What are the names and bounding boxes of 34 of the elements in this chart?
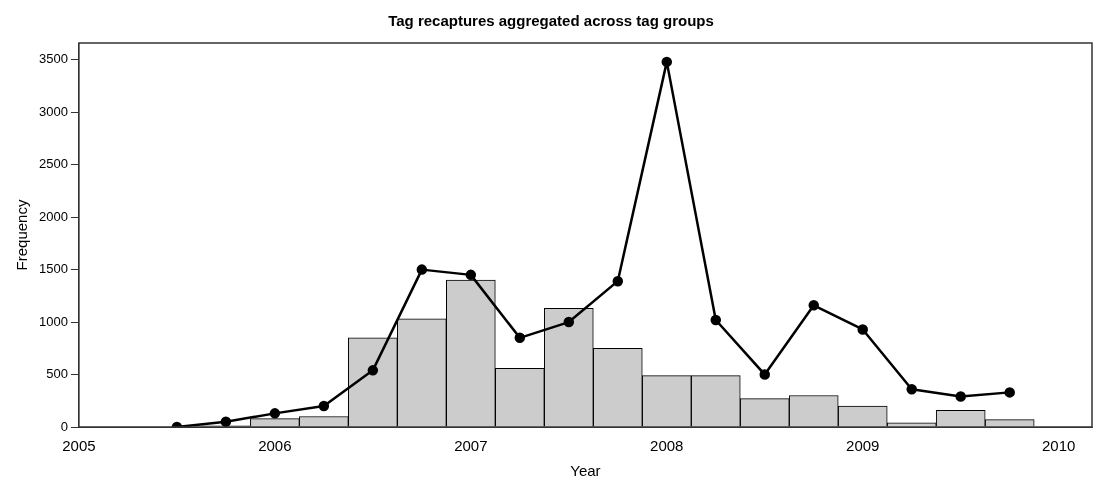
- x-tick-label: 2009: [846, 437, 880, 455]
- point: [808, 300, 819, 311]
- point: [612, 275, 624, 287]
- point: [857, 324, 868, 335]
- point: [955, 391, 966, 402]
- y-tick-label: 2000: [39, 208, 68, 224]
- x-tick-label: 2008: [650, 437, 684, 455]
- point: [269, 408, 281, 419]
- x-tick-label: 2005: [62, 437, 96, 455]
- y-tick-label: 0: [60, 418, 68, 434]
- point: [318, 400, 330, 412]
- point: [465, 269, 477, 281]
- y-axis-title: Frequency: [13, 199, 31, 271]
- x-tick-label: 2010: [1042, 437, 1076, 455]
- point: [514, 332, 526, 344]
- chart-title: Tag recaptures aggregated across tag groups: [388, 12, 714, 30]
- y-tick-label: 2500: [39, 156, 68, 172]
- point: [1004, 387, 1015, 398]
- y-tick-label: 1500: [39, 261, 68, 277]
- y-tick-label: 1000: [39, 313, 68, 329]
- y-tick-label: 3000: [39, 103, 68, 119]
- x-axis-title: Year: [570, 462, 601, 480]
- point: [220, 416, 232, 427]
- x-tick-label: 2006: [258, 437, 292, 455]
- y-tick-label: 3500: [39, 51, 68, 67]
- point: [661, 56, 673, 68]
- point: [416, 264, 428, 275]
- x-tick-label: 2007: [454, 437, 488, 455]
- point: [906, 383, 917, 395]
- point: [367, 365, 379, 376]
- point: [710, 314, 722, 326]
- y-tick-label: 500: [46, 366, 68, 382]
- point: [563, 316, 575, 328]
- point: [759, 369, 771, 380]
